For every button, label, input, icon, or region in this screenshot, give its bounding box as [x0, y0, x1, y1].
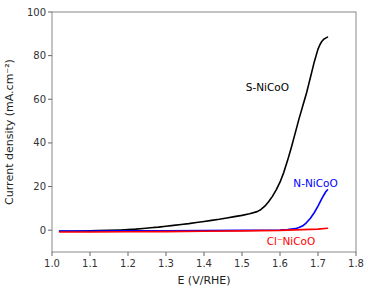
x-tick	[280, 252, 281, 256]
x-tick	[52, 252, 53, 256]
x-tick	[242, 252, 243, 256]
chart: 1.0 1.1 1.2 1.3 1.4 1.5 1.6 1.7 1.8 0 20 40 60 80 100 E…	[0, 0, 368, 292]
y-axis-label: Current density (mA.cm⁻²)	[3, 59, 16, 205]
x-tick-label: 1.2	[120, 258, 136, 269]
x-tick-label: 1.3	[158, 258, 174, 269]
y-tick-label: 20	[33, 181, 46, 192]
series-line	[60, 228, 328, 232]
plot-frame	[52, 12, 356, 252]
x-tick-label: 1.0	[44, 258, 60, 269]
x-tick-label: 1.4	[196, 258, 212, 269]
y-tick	[48, 230, 52, 231]
series-line	[60, 37, 328, 231]
y-tick	[48, 99, 52, 100]
y-tick-label: 60	[33, 94, 46, 105]
y-tick	[48, 12, 52, 13]
y-tick-label: 0	[40, 225, 46, 236]
annotation: S-NiCoO	[246, 81, 289, 93]
x-tick-label: 1.5	[234, 258, 250, 269]
x-axis-label: E (V/RHE)	[177, 274, 230, 287]
x-tick-label: 1.1	[82, 258, 98, 269]
y-tick	[48, 142, 52, 143]
x-tick	[90, 252, 91, 256]
x-tick-label: 1.7	[310, 258, 326, 269]
x-tick	[204, 252, 205, 256]
series-line	[60, 190, 328, 231]
y-tick-label: 40	[33, 137, 46, 148]
plot-area	[60, 37, 328, 232]
x-tick	[318, 252, 319, 256]
y-tick-label: 100	[27, 7, 46, 18]
x-tick	[356, 252, 357, 256]
y-tick	[48, 186, 52, 187]
x-tick	[128, 252, 129, 256]
x-tick	[166, 252, 167, 256]
y-tick	[48, 55, 52, 56]
annotation: Cl⁻NiCoO	[267, 235, 316, 247]
x-tick-label: 1.8	[348, 258, 364, 269]
x-tick-label: 1.6	[272, 258, 288, 269]
annotation: N-NiCoO	[293, 177, 337, 189]
y-tick-label: 80	[33, 50, 46, 61]
